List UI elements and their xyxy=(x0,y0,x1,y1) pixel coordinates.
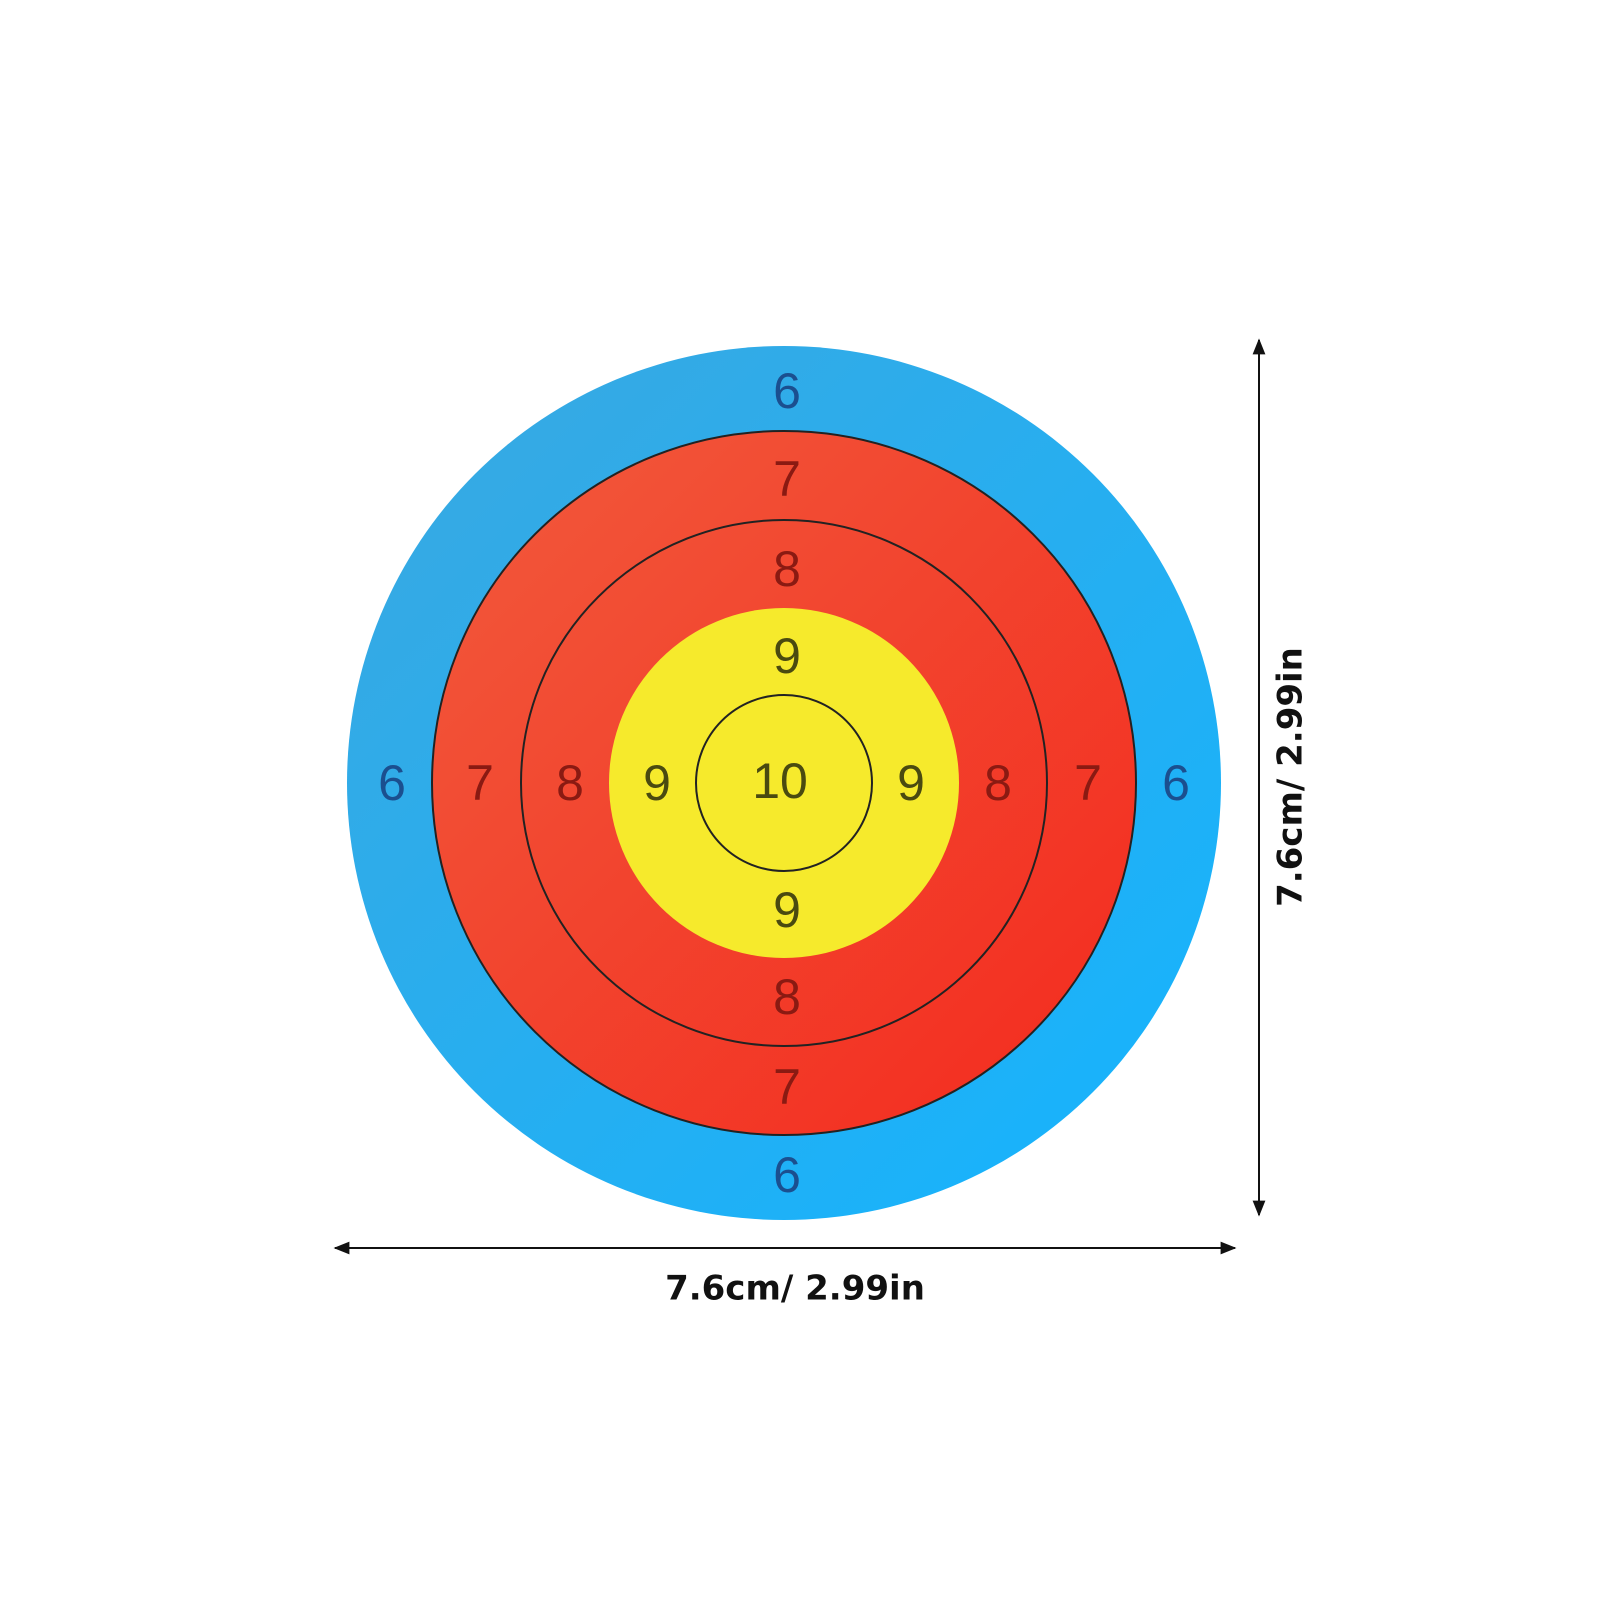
score-label: 8 xyxy=(556,755,584,811)
score-label: 8 xyxy=(773,541,801,597)
score-label: 6 xyxy=(378,755,406,811)
score-label: 6 xyxy=(1162,755,1190,811)
target xyxy=(347,346,1221,1220)
score-label: 8 xyxy=(984,755,1012,811)
score-label: 9 xyxy=(773,882,801,938)
score-label: 7 xyxy=(773,1059,801,1115)
score-label: 9 xyxy=(897,755,925,811)
ring-10 xyxy=(695,694,873,872)
score-label: 7 xyxy=(466,755,494,811)
score-label: 6 xyxy=(773,363,801,419)
score-labels: 6 6 6 6 7 7 7 7 8 8 8 8 9 9 9 9 10 xyxy=(378,363,1190,1203)
center-label: 10 xyxy=(752,753,808,809)
score-label: 8 xyxy=(773,969,801,1025)
width-label: 7.6cm/ 2.99in xyxy=(665,1269,925,1309)
ring-9 xyxy=(609,608,959,958)
ring-8 xyxy=(520,519,1048,1047)
score-label: 9 xyxy=(643,755,671,811)
score-label: 6 xyxy=(773,1147,801,1203)
score-label: 7 xyxy=(773,451,801,507)
height-label: 7.6cm/ 2.99in xyxy=(1271,647,1311,907)
score-label: 9 xyxy=(773,628,801,684)
score-label: 7 xyxy=(1074,755,1102,811)
